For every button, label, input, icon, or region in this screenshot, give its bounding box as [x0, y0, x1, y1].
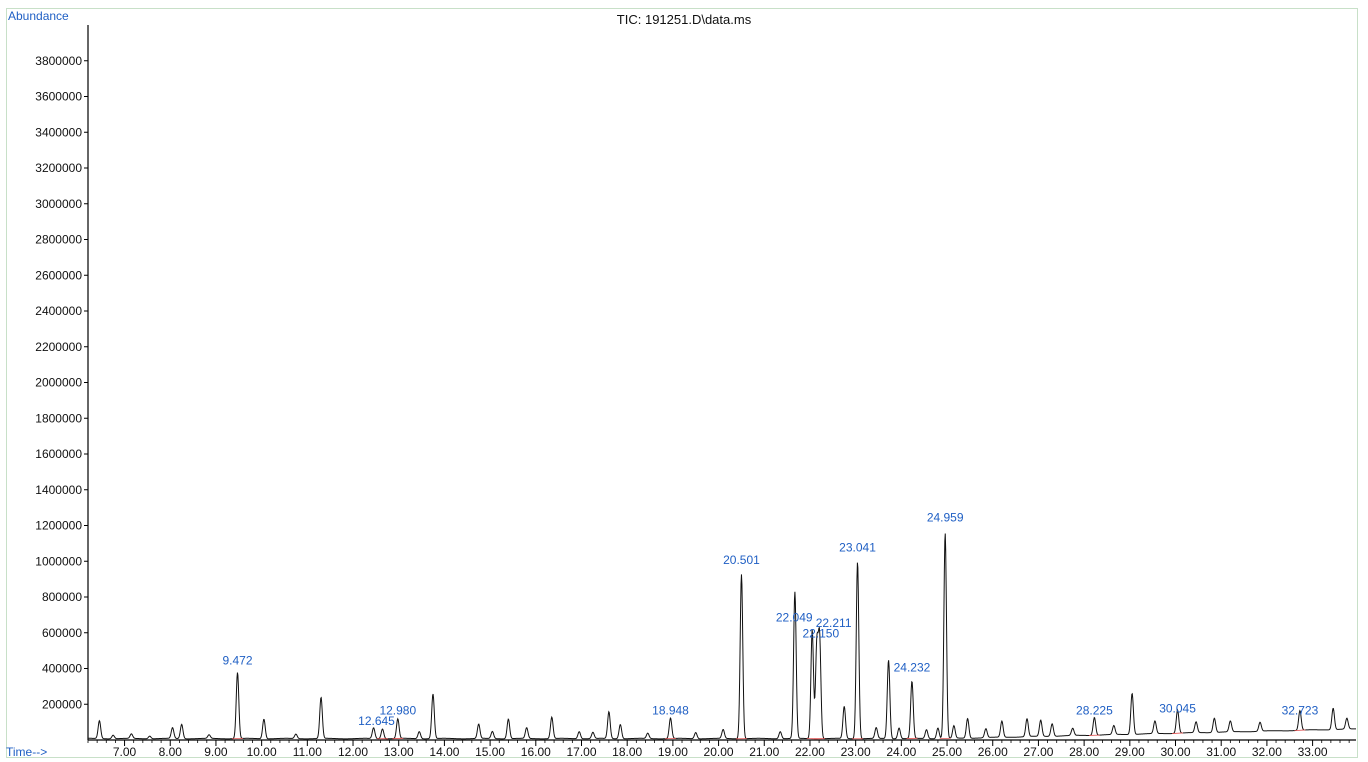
peak-label: 20.501 — [723, 553, 760, 567]
chart-frame — [6, 8, 1358, 758]
y-tick-label: 200000 — [42, 697, 82, 711]
x-tick-label: 20.00 — [704, 745, 734, 759]
peak-label: 24.232 — [894, 660, 931, 674]
y-tick-label: 3800000 — [35, 54, 82, 68]
x-tick-label: 28.00 — [1069, 745, 1099, 759]
x-axis-label: Time--> — [6, 745, 48, 759]
y-tick-label: 3000000 — [35, 197, 82, 211]
x-tick-label: 27.00 — [1023, 745, 1053, 759]
x-tick-label: 16.00 — [521, 745, 551, 759]
peak-label: 22.150 — [802, 626, 839, 640]
y-tick-label: 2800000 — [35, 233, 82, 247]
x-tick-label: 26.00 — [978, 745, 1008, 759]
peak-label: 12.645 — [358, 714, 395, 728]
x-tick-label: 17.00 — [566, 745, 596, 759]
x-tick-label: 33.00 — [1298, 745, 1328, 759]
x-tick-label: 9.00 — [204, 745, 228, 759]
peak-label: 28.225 — [1076, 703, 1113, 717]
x-tick-label: 8.00 — [159, 745, 183, 759]
x-tick-label: 7.00 — [113, 745, 137, 759]
x-tick-label: 31.00 — [1206, 745, 1236, 759]
x-tick-label: 11.00 — [293, 745, 322, 759]
y-tick-label: 1400000 — [35, 483, 82, 497]
integration-baseline — [1172, 732, 1184, 734]
peak-label: 22.049 — [776, 610, 813, 624]
y-tick-label: 2600000 — [35, 268, 82, 282]
x-tick-label: 10.00 — [247, 745, 277, 759]
y-tick-label: 2400000 — [35, 304, 82, 318]
x-tick-label: 24.00 — [886, 745, 916, 759]
peak-label: 32.723 — [1282, 703, 1319, 717]
x-tick-label: 32.00 — [1252, 745, 1282, 759]
x-tick-label: 18.00 — [612, 745, 642, 759]
peak-label: 30.045 — [1159, 702, 1196, 716]
y-axis-label: Abundance — [8, 9, 69, 23]
y-tick-label: 400000 — [42, 662, 82, 676]
x-tick-label: 14.00 — [429, 745, 459, 759]
x-tick-label: 13.00 — [384, 745, 414, 759]
y-tick-label: 3600000 — [35, 90, 82, 104]
peak-label: 24.959 — [927, 510, 964, 524]
chart-title: TIC: 191251.D\data.ms — [616, 12, 752, 27]
y-tick-label: 1000000 — [35, 554, 82, 568]
tic-trace — [88, 533, 1357, 740]
y-tick-label: 2000000 — [35, 376, 82, 390]
x-tick-label: 15.00 — [475, 745, 505, 759]
x-tick-label: 12.00 — [338, 745, 368, 759]
y-tick-label: 800000 — [42, 590, 82, 604]
y-tick-label: 3200000 — [35, 161, 82, 175]
y-tick-label: 600000 — [42, 626, 82, 640]
y-tick-label: 1600000 — [35, 447, 82, 461]
peak-label: 18.948 — [652, 703, 689, 717]
x-tick-label: 30.00 — [1160, 745, 1190, 759]
y-tick-label: 2200000 — [35, 340, 82, 354]
y-tick-label: 1800000 — [35, 411, 82, 425]
y-tick-label: 1200000 — [35, 519, 82, 533]
integration-baseline — [1294, 729, 1306, 731]
peak-label: 22.211 — [816, 616, 852, 630]
x-tick-label: 21.00 — [749, 745, 779, 759]
peak-label: 23.041 — [839, 541, 876, 555]
x-tick-label: 25.00 — [932, 745, 962, 759]
peak-label: 9.472 — [222, 653, 252, 667]
x-tick-label: 22.00 — [795, 745, 825, 759]
x-tick-label: 23.00 — [841, 745, 871, 759]
x-tick-label: 19.00 — [658, 745, 688, 759]
peak-label: 12.980 — [379, 703, 416, 717]
x-tick-label: 29.00 — [1115, 745, 1145, 759]
y-tick-label: 3400000 — [35, 125, 82, 139]
